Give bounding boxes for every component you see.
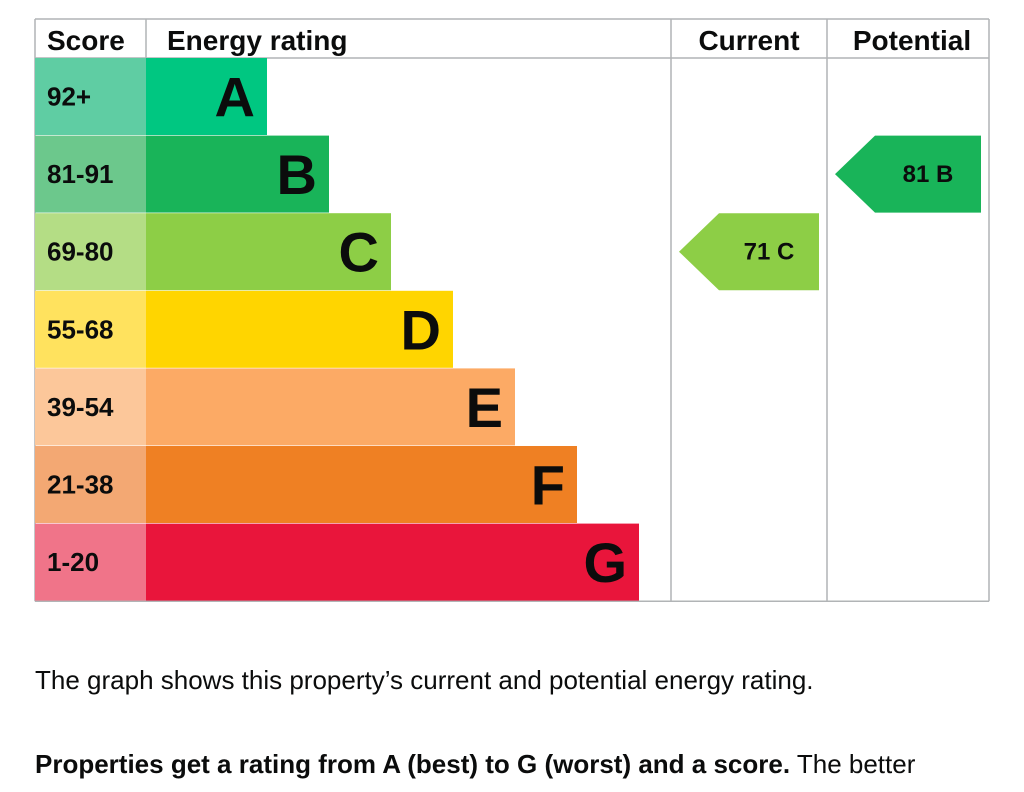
score-label-e: 39-54 bbox=[47, 392, 114, 422]
band-letter-c: C bbox=[339, 221, 379, 284]
header-score: Score bbox=[47, 25, 125, 56]
band-letter-g: G bbox=[583, 531, 627, 594]
current-rating-label: 71 C bbox=[744, 239, 795, 266]
score-cell-f bbox=[35, 446, 146, 523]
band-bar-a bbox=[146, 58, 267, 135]
potential-rating-arrow bbox=[835, 135, 981, 213]
header-energy-rating: Energy rating bbox=[167, 25, 347, 56]
score-label-a: 92+ bbox=[47, 82, 91, 112]
band-letter-a: A bbox=[215, 66, 255, 129]
rating-rest-text: The better bbox=[790, 749, 916, 779]
band-bar-e bbox=[146, 368, 515, 446]
band-letter-f: F bbox=[531, 454, 565, 517]
band-letter-b: B bbox=[277, 143, 317, 206]
score-cell-b bbox=[35, 135, 146, 213]
intro-paragraph: The graph shows this property’s current … bbox=[35, 665, 814, 695]
rating-paragraph: Properties get a rating from A (best) to… bbox=[35, 746, 915, 782]
score-cell-d bbox=[35, 290, 146, 368]
band-bar-f bbox=[146, 446, 577, 523]
rating-bold-text: Properties get a rating from A (best) to… bbox=[35, 749, 791, 779]
score-cell-g bbox=[35, 523, 146, 601]
score-label-b: 81-91 bbox=[47, 159, 114, 189]
header-potential: Potential bbox=[853, 25, 971, 56]
score-cell-e bbox=[35, 368, 146, 446]
current-rating-arrow bbox=[679, 213, 819, 291]
band-letter-e: E bbox=[466, 376, 503, 439]
header-current: Current bbox=[698, 25, 799, 56]
band-bar-g bbox=[146, 523, 639, 601]
score-label-c: 69-80 bbox=[47, 237, 114, 267]
band-letter-d: D bbox=[401, 298, 441, 361]
potential-rating-label: 81 B bbox=[903, 161, 954, 188]
score-cell-a bbox=[35, 58, 146, 135]
rating-markers: 71 C 81 B bbox=[679, 135, 981, 291]
rating-bands: 92+ A 81-91 B 69-80 C 55-68 D 39-54 E 21-38 F 1-20 G bbox=[35, 58, 639, 601]
score-cell-c bbox=[35, 213, 146, 291]
score-label-f: 21-38 bbox=[47, 470, 114, 500]
band-bar-d bbox=[146, 290, 453, 368]
energy-rating-chart: Score Energy rating Current Potential 92… bbox=[34, 18, 990, 602]
score-label-d: 55-68 bbox=[47, 314, 114, 344]
band-bar-b bbox=[146, 135, 329, 213]
score-label-g: 1-20 bbox=[47, 547, 99, 577]
band-bar-c bbox=[146, 213, 391, 291]
